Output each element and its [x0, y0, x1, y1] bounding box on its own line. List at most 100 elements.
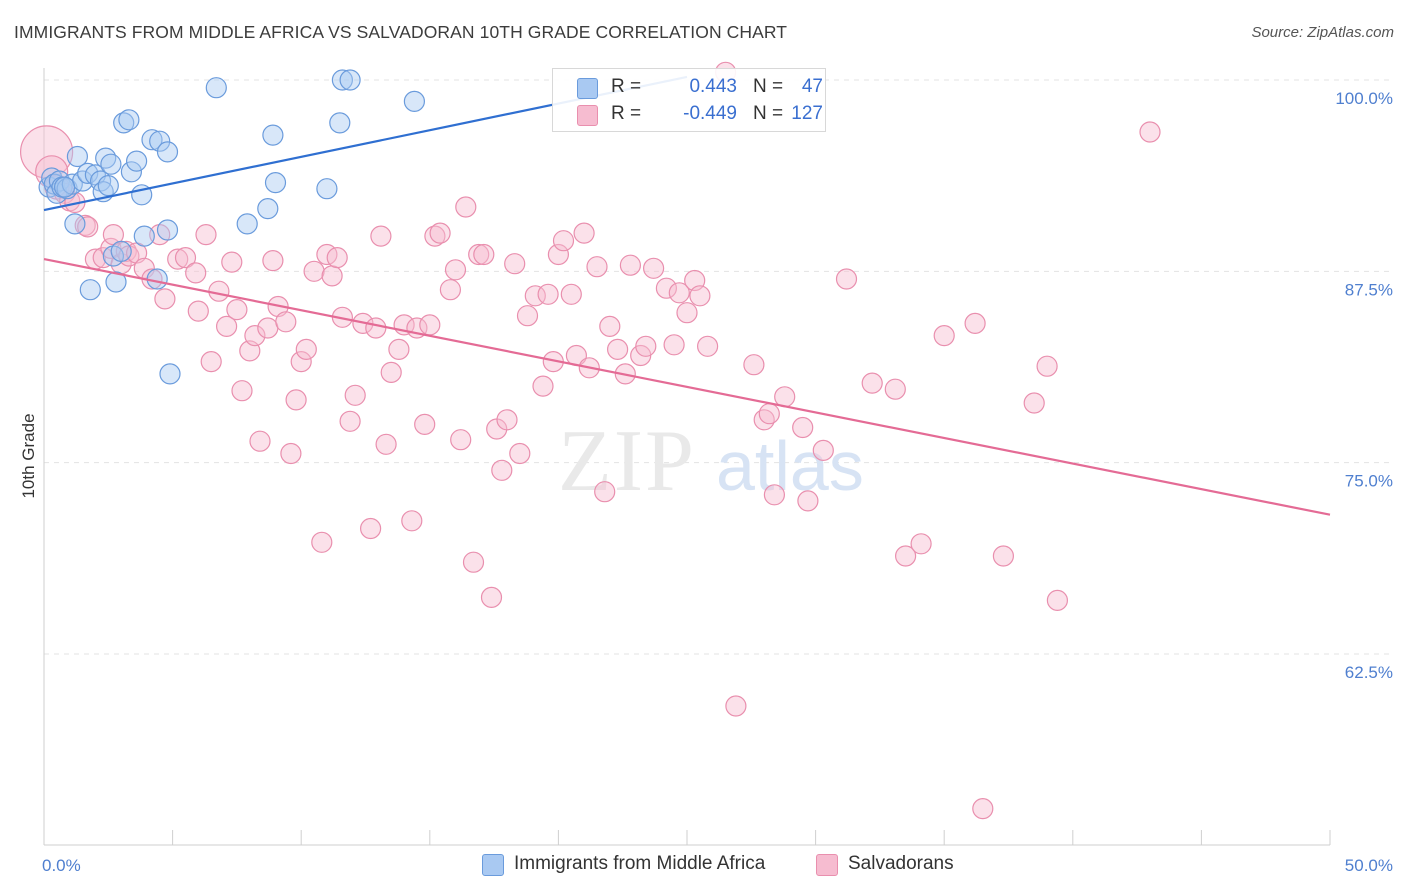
salvadorans-point [249, 430, 271, 452]
middle-africa-point [120, 161, 142, 183]
gridlines [44, 79, 1392, 655]
salvadorans-point [154, 288, 176, 310]
salvadorans-point [262, 250, 284, 272]
salvadorans-point [468, 243, 490, 266]
salvadorans-point [725, 695, 747, 717]
salvadorans-point [444, 259, 467, 281]
salvadorans-point [992, 545, 1015, 567]
salvadorans-point [696, 335, 719, 357]
x-tick-label-min: 0.0% [42, 856, 81, 875]
salvadorans-point [257, 317, 279, 339]
salvadorans-point [552, 230, 575, 252]
middle-africa-point [403, 90, 425, 113]
salvadorans-point [450, 429, 472, 451]
salvadorans-point [439, 279, 461, 301]
legend-n-label: N = [753, 76, 784, 97]
salvadorans-point [1036, 355, 1058, 377]
salvadorans-point [532, 375, 554, 397]
salvadorans-point [763, 484, 786, 506]
salvadorans-point [663, 334, 685, 356]
salvadorans-point [174, 247, 197, 269]
salvadorans-point [1023, 392, 1045, 414]
salvadorans-point [221, 251, 243, 273]
salvadorans-point [187, 300, 209, 322]
salvadorans-point [365, 317, 387, 339]
watermark-atlas: atlas [716, 427, 864, 505]
salvadorans-point [668, 282, 690, 304]
middle-africa-point [156, 219, 179, 241]
middle-africa-point [79, 279, 101, 301]
x-ticks [43, 830, 1331, 845]
salvadorans-point [972, 797, 994, 820]
y-tick-label: 100.0% [1335, 89, 1393, 108]
middle-africa-point [97, 175, 119, 197]
salvadorans-point [77, 216, 99, 238]
salvadorans-point [910, 533, 932, 555]
legend-swatch-blue [577, 78, 598, 99]
salvadorans-point [455, 196, 477, 218]
salvadorans-point [504, 253, 526, 275]
legend-n-label: N = [753, 103, 784, 124]
salvadorans-point [599, 315, 621, 337]
legend-n-value: 127 [791, 103, 823, 124]
salvadorans-point [774, 386, 796, 408]
middle-africa-point [110, 240, 132, 262]
middle-africa-point [126, 150, 148, 172]
salvadorans-point [586, 256, 608, 278]
middle-africa-point [100, 153, 122, 175]
salvadorans-point [195, 224, 217, 246]
legend-n-value: 47 [801, 76, 823, 97]
salvadorans-point [380, 361, 402, 383]
salvadorans-point [1046, 589, 1069, 612]
middle-africa-point [133, 225, 155, 247]
salvadorans-point [884, 378, 906, 400]
middle-africa-point [149, 130, 171, 152]
salvadorans-point [547, 243, 570, 266]
salvadorans-point [375, 433, 397, 455]
legend-r-value: 0.443 [689, 76, 737, 97]
salvadorans-point [275, 311, 297, 333]
salvadorans-point [573, 222, 595, 244]
legend-swatch-pink [577, 105, 598, 126]
salvadorans-point [594, 481, 616, 503]
middle-africa-point [262, 124, 284, 146]
legend-r-label: R = [611, 103, 642, 124]
salvadorans-point [208, 280, 230, 302]
salvadorans-point [676, 302, 698, 324]
salvadorans-point [419, 314, 441, 336]
salvadorans-point [619, 254, 642, 276]
middle-africa-point [329, 112, 351, 134]
salvadorans-point [635, 335, 657, 357]
salvadorans-point [462, 551, 485, 573]
salvadorans-point [689, 285, 711, 307]
salvadorans-point [496, 409, 518, 431]
salvadorans-point [797, 490, 819, 512]
middle-africa-point [64, 213, 86, 235]
bottom-legend-label: Salvadorans [848, 853, 954, 874]
source-credit: Source: ZipAtlas.com [1251, 24, 1394, 41]
salvadorans-point [303, 260, 325, 282]
salvadorans-point [792, 416, 814, 439]
salvadorans-point [429, 222, 451, 244]
watermark: ZIP atlas [558, 413, 864, 510]
middle-africa-point [236, 213, 258, 235]
y-tick-labels: 62.5% 75.0% 87.5% 100.0% [1335, 89, 1393, 682]
salvadorans-point [743, 354, 765, 376]
salvadorans-point [216, 315, 238, 337]
salvadorans-point [231, 380, 253, 402]
middle-africa-point [53, 176, 76, 198]
middle-africa-point [331, 69, 353, 91]
middle-africa-point [66, 145, 89, 168]
middle-africa-point [105, 271, 127, 293]
salvadorans-point [321, 265, 343, 287]
salvadorans-point [509, 442, 531, 465]
middle-africa-points [38, 69, 425, 385]
salvadorans-trend-line [43, 258, 1331, 516]
correlation-legend: R = 0.443 N = 47 R = -0.449 N = 127 [552, 68, 826, 132]
salvadorans-point [295, 338, 317, 360]
bottom-legend-label: Immigrants from Middle Africa [514, 853, 766, 874]
middle-africa-point [264, 172, 287, 194]
bottom-legend-swatch-pink [816, 854, 838, 876]
salvadorans-point [835, 268, 858, 290]
